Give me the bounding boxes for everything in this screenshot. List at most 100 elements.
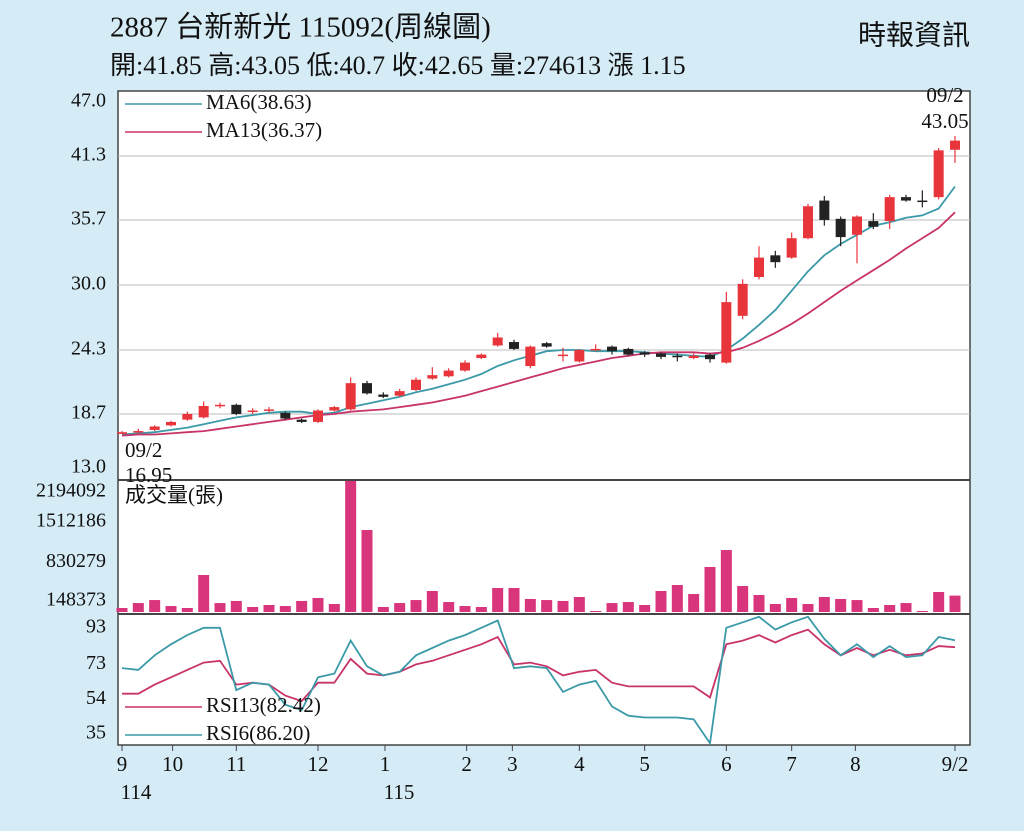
volume-bar (214, 603, 226, 612)
candle-body (819, 200, 830, 220)
candle-body (786, 238, 797, 258)
candle-body (313, 410, 323, 422)
y-tick-label: 47.0 (71, 90, 106, 112)
candle-body (770, 255, 781, 263)
x-tick-label: 12 (308, 752, 329, 776)
candle-body (639, 352, 650, 355)
candle-body (525, 346, 536, 367)
candle-body (688, 355, 699, 359)
candle-body (590, 348, 601, 351)
candle-body (231, 404, 242, 414)
candle-body (476, 354, 487, 359)
candle-body (917, 200, 928, 203)
volume-bar (149, 600, 161, 612)
x-tick-label: 3 (507, 752, 518, 776)
candle-body (166, 421, 176, 426)
candle-body (737, 283, 748, 316)
volume-bar (459, 606, 471, 612)
volume-bar (786, 597, 798, 612)
volume-bar (769, 603, 781, 612)
candle-body (623, 348, 634, 355)
volume-bar (181, 607, 193, 612)
candle-body (215, 404, 225, 407)
y-tick-label: 148373 (46, 589, 106, 611)
volume-bar (818, 597, 830, 612)
volume-bar (377, 606, 389, 612)
candle-body (492, 337, 503, 346)
candle-body (754, 257, 764, 278)
legend-label: MA6(38.63) (206, 90, 312, 114)
volume-bar (884, 605, 896, 612)
candle-body (378, 394, 389, 397)
candle-body (427, 375, 438, 379)
volume-bar (753, 594, 765, 612)
candle-body (280, 412, 291, 419)
y-tick-label: 35.7 (71, 208, 106, 230)
annotation-date: 09/2 (125, 438, 162, 462)
candle-body (362, 383, 372, 394)
y-tick-label: 35 (86, 722, 106, 744)
candle-body (672, 355, 683, 358)
annotation-value: 43.05 (921, 109, 968, 133)
candle-body (296, 419, 307, 422)
candle-body (558, 354, 568, 357)
candle-body (264, 409, 274, 411)
volume-bar (230, 600, 242, 612)
volume-bar (606, 603, 618, 612)
candle-body (541, 343, 552, 347)
x-tick-label: 6 (721, 752, 732, 776)
candle-body (509, 342, 519, 349)
candle-body (607, 346, 617, 352)
volume-bar (900, 603, 912, 612)
volume-bar (835, 598, 847, 612)
source: 時報資訊 (858, 19, 970, 51)
y-tick-label: 30.0 (71, 273, 106, 295)
legend-label: RSI13(82.42) (206, 693, 321, 717)
x-tick-label: 8 (850, 752, 861, 776)
x-tick-label: 9/2 (942, 752, 969, 776)
volume-bar (802, 603, 814, 612)
candle-body (411, 379, 421, 390)
volume-bar (851, 600, 863, 612)
line-series (121, 615, 956, 746)
volume-bar (622, 602, 634, 612)
candle-body (901, 197, 911, 201)
volume-bar (263, 605, 275, 612)
y-tick-label: 54 (86, 687, 106, 709)
candle-body (460, 362, 470, 371)
candle-body (198, 405, 209, 418)
volume-bar (361, 530, 373, 612)
y-tick-label: 18.7 (71, 402, 106, 424)
line-series (121, 211, 956, 437)
y-tick-label: 24.3 (71, 338, 106, 360)
annotation-date: 09/2 (926, 83, 963, 107)
candle-body (182, 413, 193, 420)
line-series (121, 185, 956, 436)
candle-body (950, 140, 960, 150)
candle-body (868, 221, 879, 227)
y-tick-label: 1512186 (36, 509, 106, 531)
volume-bar (394, 603, 406, 612)
candle-body (329, 407, 340, 411)
candle-body (933, 150, 944, 198)
x-tick-label: 10 (162, 752, 183, 776)
volume-bar (524, 598, 536, 612)
candle-body (247, 410, 258, 413)
volume-bar (541, 600, 553, 612)
candle-body (394, 391, 405, 396)
title: 2887 台新新光 115092(周線圖) (110, 11, 491, 44)
legend-label: MA13(36.37) (206, 118, 322, 142)
volume-bar (720, 550, 732, 612)
candle-body (149, 426, 160, 430)
volume-bar (704, 566, 716, 612)
volume-bar (279, 606, 291, 612)
volume-bar (867, 607, 879, 612)
candle-body (803, 206, 813, 239)
volume-bar (345, 481, 357, 612)
volume-bar (573, 597, 585, 612)
volume-bar (916, 610, 928, 612)
candle-body (835, 218, 846, 238)
candle-body (721, 302, 732, 363)
volume-bar (165, 606, 177, 612)
